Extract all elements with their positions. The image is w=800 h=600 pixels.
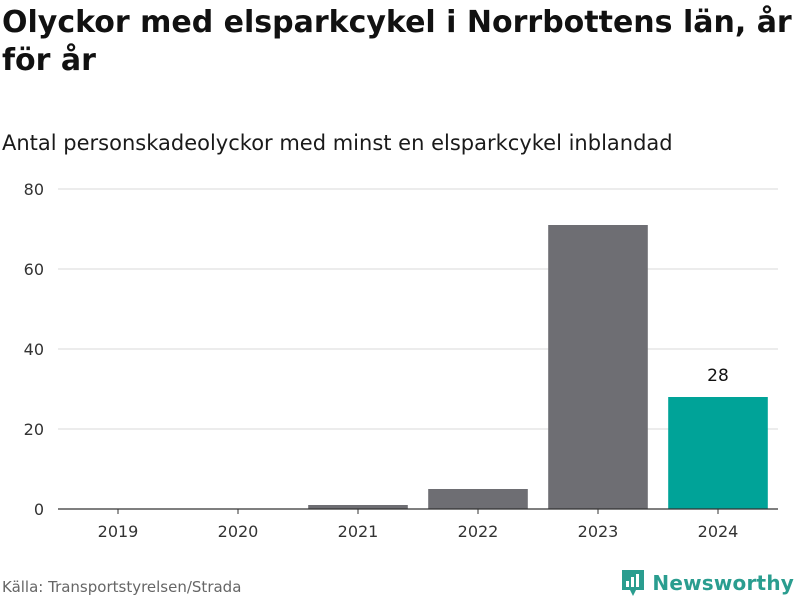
bar-2021	[308, 505, 408, 509]
x-axis-ticks: 2019 2020 2021 2022 2023 2024	[98, 509, 739, 541]
brand: Newsworthy	[620, 568, 794, 598]
data-label: 28	[707, 366, 729, 386]
y-tick-label: 80	[24, 180, 44, 199]
x-tick-label: 2024	[698, 522, 739, 541]
brand-name: Newsworthy	[652, 571, 794, 595]
newsworthy-logo-icon	[622, 570, 645, 596]
y-tick-label: 0	[34, 500, 44, 519]
chart-subtitle: Antal personskadeolyckor med minst en el…	[2, 131, 673, 155]
grid-lines	[58, 188, 778, 430]
source-note: Källa: Transportstyrelsen/Strada	[2, 578, 242, 596]
x-tick-label: 2019	[98, 522, 139, 541]
bar-2022	[428, 489, 528, 509]
x-tick-label: 2021	[338, 522, 379, 541]
x-tick-label: 2020	[218, 522, 259, 541]
bar-2024	[668, 397, 768, 509]
data-labels: 28	[707, 366, 729, 386]
bars	[308, 225, 768, 509]
y-tick-label: 20	[24, 420, 44, 439]
y-tick-label: 40	[24, 340, 44, 359]
bar-2023	[548, 225, 648, 509]
y-tick-label: 60	[24, 260, 44, 279]
x-tick-label: 2023	[578, 522, 619, 541]
y-axis-ticks: 0 20 40 60 80	[24, 180, 44, 519]
chart-title: Olyckor med elsparkcykel i Norrbottens l…	[2, 5, 792, 78]
x-tick-label: 2022	[458, 522, 499, 541]
